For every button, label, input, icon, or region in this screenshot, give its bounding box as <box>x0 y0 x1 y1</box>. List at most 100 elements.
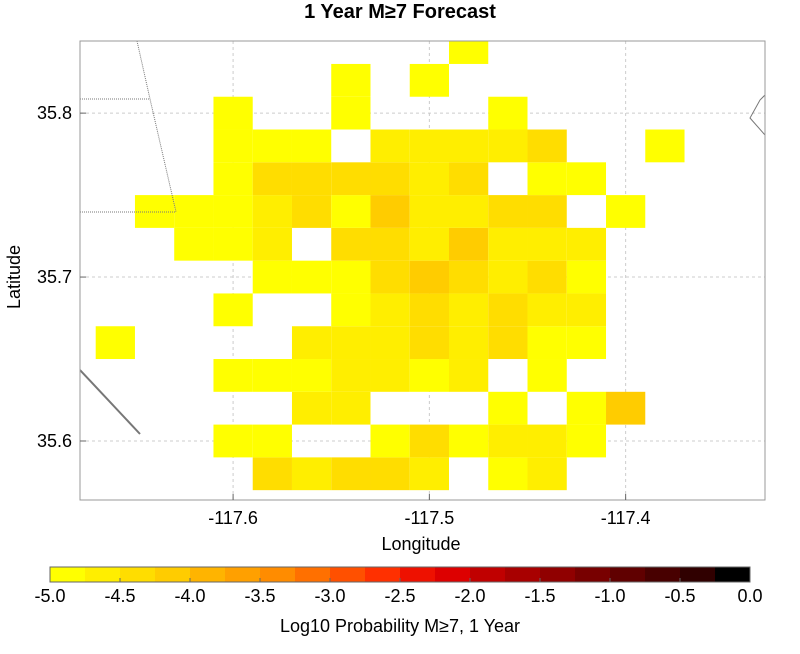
cell <box>252 227 292 261</box>
colorbar-tick-label: -2.0 <box>454 586 485 606</box>
colorbar-segment <box>225 567 261 582</box>
cell <box>566 391 607 425</box>
cell <box>252 195 292 228</box>
cell <box>527 129 567 163</box>
cell <box>409 457 449 491</box>
plot-frame <box>79 40 766 501</box>
colorbar-tick-label: -4.5 <box>104 586 135 606</box>
cell <box>448 162 489 196</box>
cell <box>448 41 489 64</box>
cell <box>488 227 528 261</box>
cell <box>331 63 371 97</box>
cell <box>409 63 449 97</box>
cell <box>213 227 253 261</box>
cell <box>409 359 449 392</box>
cell <box>291 326 332 360</box>
cell <box>370 293 410 327</box>
cell <box>527 260 567 294</box>
colorbar-segment <box>645 567 681 582</box>
cell <box>213 96 253 130</box>
x-tick-label: -117.5 <box>405 508 455 528</box>
cell <box>174 195 214 228</box>
cell <box>331 96 371 130</box>
cell <box>488 326 528 360</box>
cell <box>448 227 489 261</box>
colorbar-segment <box>435 567 471 582</box>
cell <box>331 359 371 392</box>
cell <box>213 293 253 327</box>
cell <box>370 162 410 196</box>
cell <box>213 129 253 163</box>
colorbar-segment <box>155 567 191 582</box>
cell <box>252 424 292 458</box>
cell <box>370 326 410 360</box>
cell <box>331 162 371 196</box>
cell <box>488 129 528 163</box>
cell <box>291 129 332 163</box>
cell <box>370 424 410 458</box>
colorbar-label: Log10 Probability M≥7, 1 Year <box>280 616 520 636</box>
colorbar-tick-label: -4.0 <box>174 586 205 606</box>
colorbar: -5.0 -4.5 -4.0 -3.5 -3.0 -2.5 -2.0 -1.5 -1.0 -0.5… <box>34 566 763 606</box>
colorbar-segment <box>365 567 401 582</box>
colorbar-segment <box>505 567 541 582</box>
cell <box>291 457 332 491</box>
y-tick-label: 35.8 <box>37 103 72 123</box>
cell <box>488 391 528 425</box>
colorbar-tick-label: -0.5 <box>664 586 695 606</box>
cell <box>566 227 607 261</box>
cell <box>409 424 449 458</box>
cell <box>252 260 292 294</box>
cell <box>488 96 528 130</box>
cell <box>448 129 489 163</box>
x-tick-label: -117.6 <box>208 508 258 528</box>
cell <box>488 293 528 327</box>
cell <box>448 293 489 327</box>
cell <box>331 260 371 294</box>
cells <box>95 41 685 491</box>
cell <box>331 457 371 491</box>
colorbar-segment <box>680 567 716 582</box>
colorbar-tick-label: 0.0 <box>737 586 762 606</box>
colorbar-tick-label: -5.0 <box>34 586 65 606</box>
cell <box>645 129 685 163</box>
cell <box>488 260 528 294</box>
cell <box>370 359 410 392</box>
cell <box>213 162 253 196</box>
cell <box>291 359 332 392</box>
colorbar-segment <box>260 567 296 582</box>
cell <box>448 326 489 360</box>
cell <box>488 195 528 228</box>
colorbar-segment <box>610 567 646 582</box>
colorbar-tick-label: -3.5 <box>244 586 275 606</box>
cell <box>252 457 292 491</box>
cell <box>213 195 253 228</box>
cell <box>95 326 135 360</box>
cell <box>409 195 449 228</box>
cell <box>527 195 567 228</box>
colorbar-segment <box>715 567 751 582</box>
cell <box>606 391 646 425</box>
colorbar-segment <box>295 567 331 582</box>
colorbar-segment <box>190 567 226 582</box>
colorbar-segment <box>330 567 366 582</box>
cell <box>527 326 567 360</box>
colorbar-segment <box>400 567 436 582</box>
cell <box>409 260 449 294</box>
cell <box>331 293 371 327</box>
cell <box>566 162 607 196</box>
cell <box>527 457 567 491</box>
cell <box>409 293 449 327</box>
y-tick-label: 35.7 <box>37 267 72 287</box>
cell <box>134 195 175 228</box>
cell <box>370 129 410 163</box>
colorbar-segment <box>470 567 506 582</box>
cell <box>488 457 528 491</box>
cell <box>527 359 567 392</box>
cell <box>252 129 292 163</box>
cell <box>252 162 292 196</box>
cell <box>527 293 567 327</box>
chart-title: 1 Year M≥7 Forecast <box>304 1 496 23</box>
y-axis-label: Latitude <box>4 245 24 309</box>
cell <box>448 195 489 228</box>
